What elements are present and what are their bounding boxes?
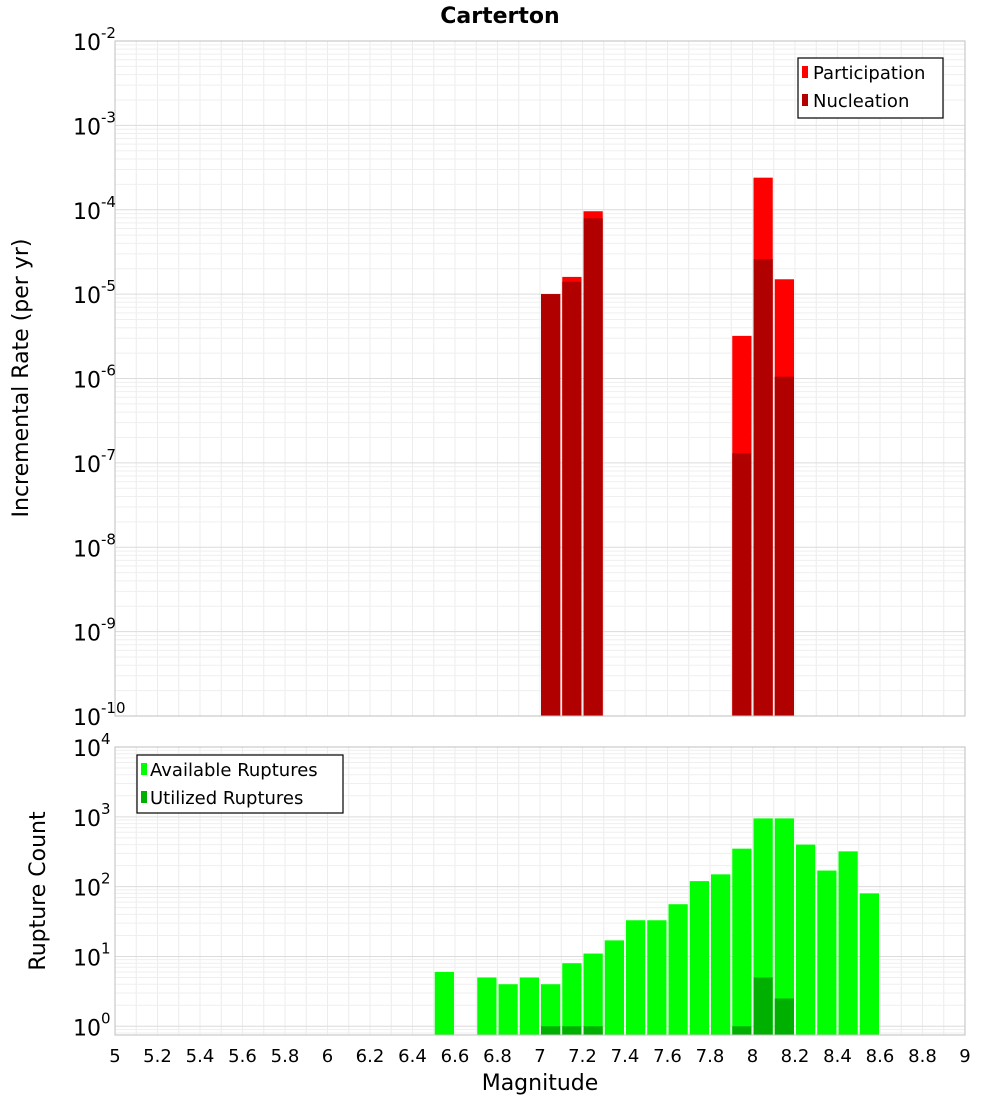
x-tick-label: 7.4 — [611, 1046, 640, 1067]
x-tick-label: 7.8 — [696, 1046, 725, 1067]
x-tick-label: 8.8 — [908, 1046, 937, 1067]
top-plot-frame — [114, 40, 966, 717]
top-bar-nucleation — [732, 453, 752, 716]
bottom-y-tick-label: 100 — [73, 1009, 111, 1041]
bottom-bar-available-ruptures — [817, 870, 837, 1035]
bottom-plot-frame — [114, 746, 966, 1036]
bottom-legend: Available Ruptures Utilized Ruptures — [136, 754, 344, 814]
bottom-bar-available-ruptures — [583, 953, 603, 1035]
top-y-tick-label: 10-9 — [73, 615, 116, 647]
bottom-bar-available-ruptures — [626, 920, 646, 1035]
x-tick-label: 6.4 — [398, 1046, 427, 1067]
chart-title: Carterton — [440, 4, 559, 29]
bottom-bar-available-ruptures — [647, 920, 667, 1035]
x-tick-label: 6 — [322, 1046, 333, 1067]
legend-available-swatch — [141, 763, 147, 775]
top-y-tick-label: 10-5 — [73, 277, 116, 309]
x-tick-labels: 5 5.2 5.4 5.6 5.8 6 6.2 6.4 6.6 6.8 7 7.2 7.4 7.6 7.8 8… — [109, 1046, 970, 1067]
legend-available-label: Available Ruptures — [150, 760, 318, 781]
bottom-y-tick-label: 103 — [73, 800, 111, 832]
bottom-bar-available-ruptures — [732, 848, 752, 1035]
bottom-bar-available-ruptures — [434, 971, 454, 1035]
bottom-bar-available-ruptures — [541, 984, 561, 1035]
bottom-y-tick-labels: 100 101 102 103 104 — [73, 730, 111, 1041]
top-y-tick-label: 10-10 — [73, 699, 126, 731]
bottom-y-tick-label: 104 — [73, 730, 111, 762]
bottom-bar-available-ruptures — [838, 851, 858, 1035]
legend-participation-label: Participation — [813, 63, 925, 84]
bottom-bar-available-ruptures — [859, 893, 879, 1035]
legend-utilized-label: Utilized Ruptures — [150, 788, 303, 809]
bottom-bar-available-ruptures — [668, 904, 688, 1035]
bottom-y-axis-label: Rupture Count — [26, 811, 51, 971]
top-y-tick-label: 10-2 — [73, 24, 116, 56]
legend-nucleation-label: Nucleation — [813, 91, 909, 112]
top-bar-nucleation — [753, 259, 773, 716]
top-y-tick-label: 10-8 — [73, 530, 116, 562]
bottom-bar-available-ruptures — [689, 881, 709, 1035]
bottom-bar-available-ruptures — [477, 977, 497, 1035]
top-bar-nucleation — [774, 376, 794, 716]
x-tick-label: 7.6 — [653, 1046, 682, 1067]
top-y-tick-labels: 10-10 10-9 10-8 10-7 10-6 10-5 10-4 10-3 10-2 — [73, 24, 126, 731]
top-gridlines — [114, 40, 966, 717]
top-y-tick-label: 10-4 — [73, 193, 116, 225]
top-y-tick-label: 10-3 — [73, 108, 116, 140]
top-legend-box — [797, 57, 944, 119]
bottom-bar-available-ruptures — [711, 874, 731, 1035]
top-y-tick-label: 10-7 — [73, 446, 116, 478]
bottom-bar-available-ruptures — [796, 844, 816, 1035]
x-tick-label: 7.2 — [568, 1046, 597, 1067]
bottom-bar-utilized-ruptures — [541, 1026, 561, 1035]
bottom-bars — [434, 818, 879, 1035]
top-y-axis-label: Incremental Rate (per yr) — [9, 239, 34, 518]
bottom-bar-utilized-ruptures — [732, 1026, 752, 1035]
top-bar-nucleation — [583, 218, 603, 717]
bottom-bar-available-ruptures — [604, 940, 624, 1035]
legend-participation-swatch — [802, 66, 808, 78]
bottom-bar-utilized-ruptures — [562, 1026, 582, 1035]
x-tick-label: 7 — [534, 1046, 545, 1067]
bottom-y-tick-label: 102 — [73, 870, 111, 902]
bottom-bar-available-ruptures — [519, 977, 539, 1035]
bottom-y-tick-label: 101 — [73, 939, 111, 971]
x-tick-label: 5.6 — [228, 1046, 257, 1067]
bottom-bar-available-ruptures — [562, 963, 582, 1035]
x-tick-label: 6.2 — [356, 1046, 385, 1067]
x-tick-label: 6.6 — [441, 1046, 470, 1067]
x-tick-label: 8 — [747, 1046, 758, 1067]
top-legend: Participation Nucleation — [797, 57, 944, 119]
x-tick-label: 5.2 — [143, 1046, 172, 1067]
x-tick-label: 8.2 — [781, 1046, 810, 1067]
x-tick-label: 8.6 — [866, 1046, 895, 1067]
legend-utilized-swatch — [141, 791, 147, 803]
x-tick-label: 5.8 — [271, 1046, 300, 1067]
top-y-tick-label: 10-6 — [73, 362, 116, 394]
x-axis-label: Magnitude — [482, 1071, 599, 1096]
legend-nucleation-swatch — [802, 94, 808, 106]
x-tick-label: 5 — [109, 1046, 120, 1067]
x-tick-label: 5.4 — [186, 1046, 215, 1067]
bottom-bar-available-ruptures — [498, 984, 518, 1035]
top-bar-nucleation — [541, 294, 561, 716]
x-tick-label: 8.4 — [823, 1046, 852, 1067]
top-bar-nucleation — [562, 281, 582, 716]
bottom-bar-utilized-ruptures — [583, 1026, 603, 1035]
x-tick-label: 9 — [959, 1046, 970, 1067]
bottom-bar-available-ruptures — [774, 818, 794, 1035]
bottom-bar-utilized-ruptures — [774, 998, 794, 1035]
bottom-bar-utilized-ruptures — [753, 977, 773, 1035]
top-bars — [541, 177, 794, 717]
x-tick-label: 6.8 — [483, 1046, 512, 1067]
bottom-legend-box — [136, 754, 344, 814]
